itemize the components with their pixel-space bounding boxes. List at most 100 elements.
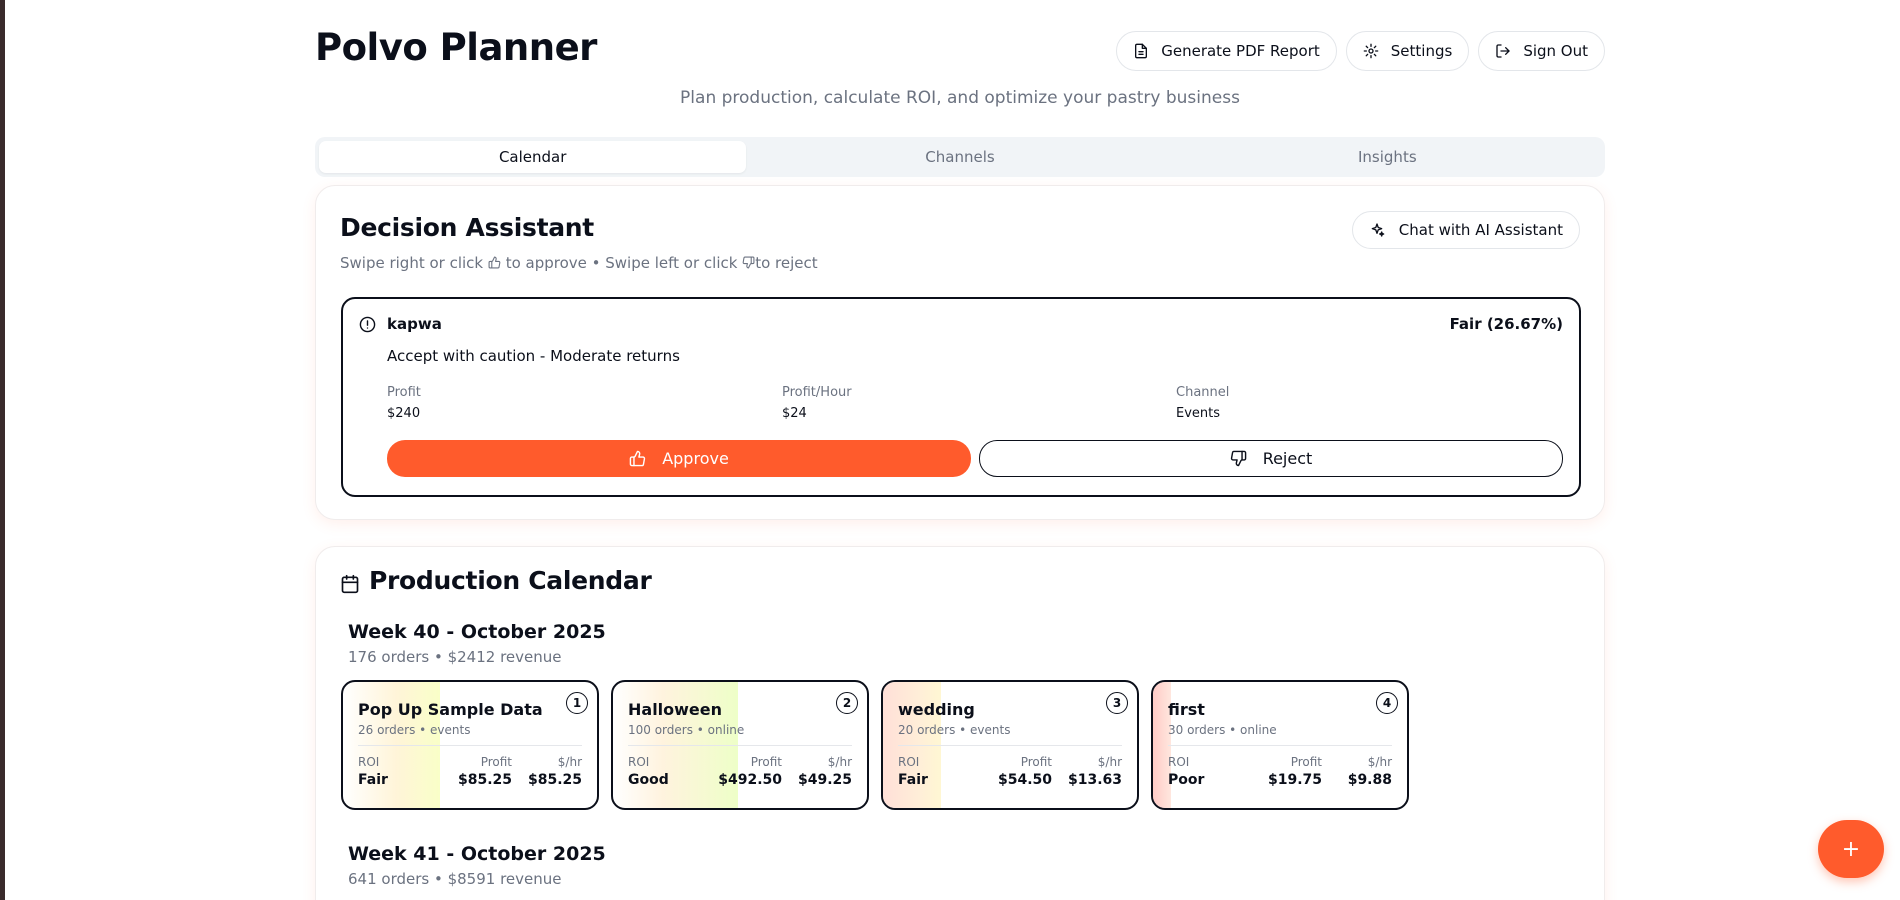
profit-label: Profit <box>480 755 512 769</box>
roi-value: Fair <box>358 772 388 788</box>
approve-button[interactable]: Approve <box>387 440 971 477</box>
add-order-button[interactable]: + <box>1818 820 1884 878</box>
rate-value: $9.88 <box>1347 772 1392 788</box>
order-card[interactable]: wedding 20 orders • events 3 ROI Fair Pro… <box>881 680 1139 810</box>
roi-stat: ROI Fair <box>358 755 428 788</box>
instructions-part1: Swipe right or click <box>340 254 484 272</box>
rate-label: $/hr <box>1367 755 1392 769</box>
decision-assistant-card: Decision Assistant Chat with AI Assistan… <box>315 185 1605 520</box>
calendar-icon <box>341 574 359 594</box>
roi-stat: ROI Good <box>628 755 698 788</box>
metric-value: $240 <box>387 406 421 421</box>
header-actions: Generate PDF Report Settings Sign Out <box>1116 31 1605 71</box>
week-title: Week 40 - October 2025 <box>348 621 606 643</box>
profit-label: Profit <box>750 755 782 769</box>
proposal-rating: Fair (26.67%) <box>1449 315 1563 333</box>
thumbs-down-icon <box>1230 450 1246 467</box>
decision-assistant-title: Decision Assistant <box>340 213 594 242</box>
sign-out-button[interactable]: Sign Out <box>1478 31 1605 71</box>
log-out-icon <box>1496 44 1510 58</box>
gear-icon <box>1363 43 1379 59</box>
rate-stat: $/hr $13.63 <box>1052 755 1122 788</box>
roi-gradient <box>1153 682 1171 808</box>
reject-button[interactable]: Reject <box>979 440 1563 477</box>
rate-label: $/hr <box>1097 755 1122 769</box>
reject-label: Reject <box>1262 449 1313 468</box>
tab-channels[interactable]: Channels <box>925 148 995 166</box>
roi-value: Poor <box>1168 772 1205 788</box>
order-card[interactable]: Pop Up Sample Data 26 orders • events 1 … <box>341 680 599 810</box>
tab-calendar[interactable]: Calendar <box>319 141 747 173</box>
file-text-icon <box>1135 43 1148 59</box>
divider <box>898 745 1122 746</box>
profit-stat: Profit $54.50 <box>968 755 1052 788</box>
profit-value: $54.50 <box>997 772 1052 788</box>
profit-stat: Profit $85.25 <box>428 755 512 788</box>
order-stats: ROI Fair Profit $85.25 $/hr $85.25 <box>358 755 582 788</box>
week-summary: 176 orders • $2412 revenue <box>348 648 562 666</box>
rate-value: $13.63 <box>1067 772 1122 788</box>
roi-stat: ROI Fair <box>898 755 968 788</box>
page-header: Polvo Planner Generate PDF Report Settin… <box>315 0 1605 108</box>
swipe-instructions: Swipe right or click to approve • Swipe … <box>340 254 818 272</box>
rate-stat: $/hr $49.25 <box>782 755 852 788</box>
roi-label: ROI <box>358 755 380 769</box>
metric-value: $24 <box>782 406 807 421</box>
order-stats: ROI Poor Profit $19.75 $/hr $9.88 <box>1168 755 1392 788</box>
profit-stat: Profit $492.50 <box>698 755 782 788</box>
generate-pdf-label: Generate PDF Report <box>1161 42 1320 60</box>
rate-value: $49.25 <box>797 772 852 788</box>
order-number-badge: 1 <box>566 692 588 714</box>
metric-label: Channel <box>1176 385 1230 400</box>
sparkles-icon <box>1371 223 1385 237</box>
roi-label: ROI <box>628 755 650 769</box>
tab-insights[interactable]: Insights <box>1358 148 1417 166</box>
metric-value: Events <box>1176 406 1221 421</box>
proposal-recommendation: Accept with caution - Moderate returns <box>387 347 680 365</box>
order-meta: 100 orders • online <box>628 723 745 737</box>
settings-label: Settings <box>1390 42 1453 60</box>
week-summary: 641 orders • $8591 revenue <box>348 870 562 888</box>
main-tabs: Calendar Channels Insights <box>315 137 1605 177</box>
production-calendar-card: Production Calendar Week 40 - October 20… <box>315 546 1605 900</box>
order-name: Halloween <box>628 700 723 719</box>
order-stats: ROI Good Profit $492.50 $/hr $49.25 <box>628 755 852 788</box>
week-title: Week 41 - October 2025 <box>348 843 606 865</box>
order-card[interactable]: first 30 orders • online 4 ROI Poor Profi… <box>1151 680 1409 810</box>
alert-circle-icon <box>359 316 376 333</box>
production-calendar-title: Production Calendar <box>369 566 652 595</box>
profit-value: $85.25 <box>457 772 512 788</box>
order-number-badge: 4 <box>1376 692 1398 714</box>
settings-button[interactable]: Settings <box>1345 31 1470 71</box>
profit-value: $19.75 <box>1267 772 1322 788</box>
order-stats: ROI Fair Profit $54.50 $/hr $13.63 <box>898 755 1122 788</box>
metric-label: Profit <box>387 385 421 400</box>
profit-value: $492.50 <box>718 772 782 788</box>
chat-ai-assistant-button[interactable]: Chat with AI Assistant <box>1351 211 1580 249</box>
order-name: first <box>1168 700 1205 719</box>
rate-label: $/hr <box>827 755 852 769</box>
rate-label: $/hr <box>557 755 582 769</box>
chat-ai-assistant-label: Chat with AI Assistant <box>1398 221 1563 239</box>
divider <box>1168 745 1392 746</box>
profit-label: Profit <box>1020 755 1052 769</box>
order-meta: 20 orders • events <box>898 723 1011 737</box>
divider <box>628 745 852 746</box>
order-number-badge: 2 <box>836 692 858 714</box>
thumbs-down-icon <box>742 256 755 269</box>
order-card[interactable]: Halloween 100 orders • online 2 ROI Good … <box>611 680 869 810</box>
instructions-part3: to reject <box>755 254 818 272</box>
roi-label: ROI <box>898 755 920 769</box>
rate-stat: $/hr $85.25 <box>512 755 582 788</box>
metric-channel: Channel Events <box>1176 385 1229 421</box>
rate-value: $85.25 <box>527 772 582 788</box>
order-proposal-card[interactable]: kapwa Fair (26.67%) Accept with caution … <box>341 297 1581 497</box>
roi-label: ROI <box>1168 755 1190 769</box>
app-title: Polvo Planner <box>315 26 597 69</box>
instructions-part2: to approve • Swipe left or click <box>505 254 738 272</box>
order-meta: 30 orders • online <box>1168 723 1277 737</box>
window-edge <box>0 0 5 900</box>
generate-pdf-button[interactable]: Generate PDF Report <box>1116 31 1337 71</box>
divider <box>358 745 582 746</box>
metric-label: Profit/Hour <box>782 385 852 400</box>
